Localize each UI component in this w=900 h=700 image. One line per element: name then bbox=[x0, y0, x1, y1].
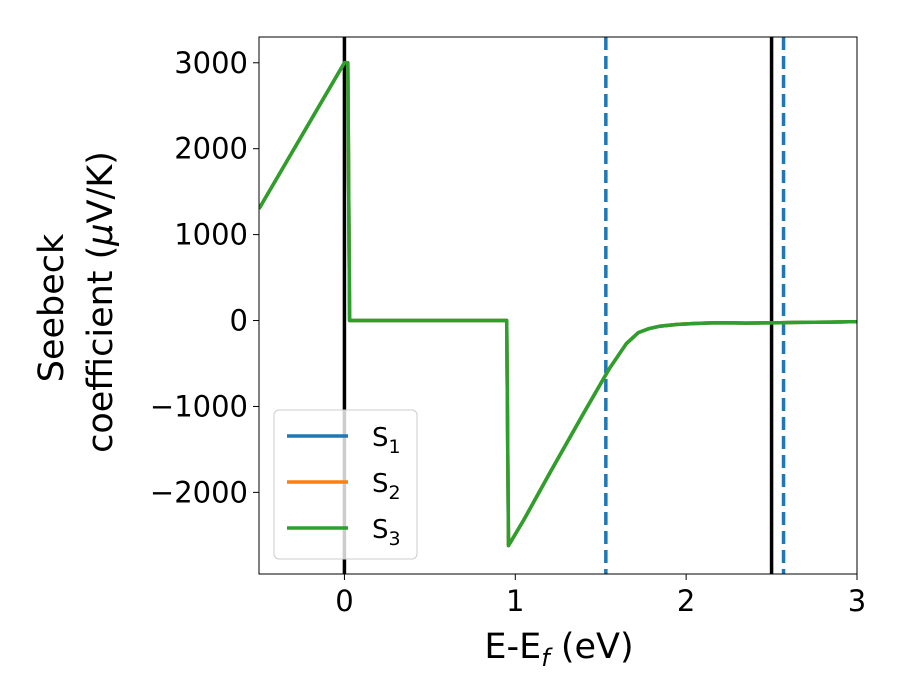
x-tick-label: 1 bbox=[506, 584, 524, 618]
series-line-3 bbox=[259, 61, 857, 548]
x-axis-title: E-Ef (eV) bbox=[484, 627, 633, 672]
y-tick-label: −1000 bbox=[150, 389, 248, 423]
y-axis-title-suffix: V/K) bbox=[81, 151, 121, 223]
x-axis-title-main: E-E bbox=[484, 627, 541, 667]
x-tick-label: 0 bbox=[335, 584, 353, 618]
legend: S1 S2 S3 bbox=[273, 409, 418, 560]
y-tick-label: 1000 bbox=[174, 218, 248, 252]
plot-area: 0 1 2 3 3000 2000 1000 0 −1000 −2000 S1 S2 S3 bbox=[150, 36, 866, 618]
y-tick-label: −2000 bbox=[150, 475, 248, 509]
legend-label-1: S1 bbox=[372, 423, 401, 458]
y-axis-title-line1: Seebeck bbox=[32, 233, 72, 382]
x-axis-title-unit: (eV) bbox=[550, 627, 634, 667]
y-tick-label: 2000 bbox=[174, 132, 248, 166]
x-tick-label: 2 bbox=[677, 584, 695, 618]
legend-label-3: S3 bbox=[372, 515, 401, 550]
legend-box bbox=[273, 409, 418, 560]
y-tick-label: 0 bbox=[230, 304, 248, 338]
y-axis-title-prefix: coefficient ( bbox=[81, 246, 121, 453]
plot-content bbox=[259, 37, 857, 574]
y-axis-title-mu: μ bbox=[81, 223, 121, 246]
y-axis-title-line2: coefficient (μV/K) bbox=[81, 151, 121, 453]
axes-frame bbox=[258, 36, 858, 575]
x-tick-label: 3 bbox=[848, 584, 866, 618]
legend-label-2: S2 bbox=[372, 469, 401, 504]
y-tick-label: 3000 bbox=[174, 46, 248, 80]
